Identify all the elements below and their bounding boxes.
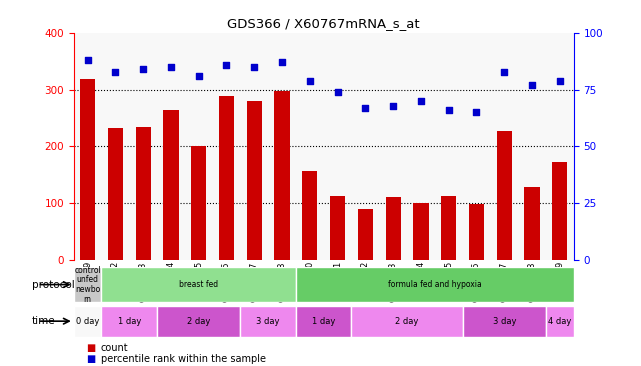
Text: 3 day: 3 day (492, 317, 516, 326)
Bar (358, 209, 373, 260)
Bar (135, 127, 151, 260)
Bar (108, 128, 123, 260)
Text: formula fed and hypoxia: formula fed and hypoxia (388, 280, 481, 289)
Point (194, 73, 204, 79)
Bar (74, 306, 101, 337)
Text: control
unfed
newbo
rn: control unfed newbo rn (74, 265, 101, 304)
Bar (552, 162, 567, 260)
Bar (240, 306, 296, 337)
Bar (219, 97, 234, 260)
Text: 0 day: 0 day (76, 317, 99, 326)
Bar (191, 146, 206, 260)
Text: ■: ■ (87, 343, 96, 354)
Bar (463, 306, 546, 337)
Point (83, 57, 93, 63)
Bar (247, 101, 262, 260)
Point (471, 109, 481, 115)
Text: 1 day: 1 day (117, 317, 141, 326)
Text: count: count (101, 343, 128, 354)
Title: GDS366 / X60767mRNA_s_at: GDS366 / X60767mRNA_s_at (228, 17, 420, 30)
Bar (274, 91, 290, 260)
Point (333, 89, 343, 95)
Point (444, 107, 454, 113)
Text: 3 day: 3 day (256, 317, 280, 326)
Point (221, 62, 231, 68)
Bar (296, 267, 574, 302)
Bar (330, 196, 345, 260)
Bar (302, 171, 317, 260)
Point (277, 60, 287, 66)
Text: percentile rank within the sample: percentile rank within the sample (101, 354, 265, 365)
Bar (546, 306, 574, 337)
Point (554, 78, 565, 83)
Bar (351, 306, 463, 337)
Point (527, 82, 537, 88)
Text: 4 day: 4 day (548, 317, 572, 326)
Text: 1 day: 1 day (312, 317, 335, 326)
Text: ■: ■ (87, 354, 96, 365)
Bar (385, 198, 401, 260)
Point (499, 68, 510, 74)
Text: time: time (32, 316, 56, 326)
Text: breast fed: breast fed (179, 280, 219, 289)
Bar (157, 306, 240, 337)
Text: 2 day: 2 day (395, 317, 419, 326)
Point (360, 105, 370, 111)
Bar (101, 267, 296, 302)
Bar (413, 202, 429, 260)
Bar (524, 187, 540, 260)
Bar (80, 79, 96, 260)
Bar (296, 306, 351, 337)
Point (110, 68, 121, 74)
Point (304, 78, 315, 83)
Bar (441, 196, 456, 260)
Bar (469, 204, 484, 260)
Point (166, 64, 176, 70)
Point (249, 64, 260, 70)
Bar (74, 267, 101, 302)
Point (416, 98, 426, 104)
Point (388, 102, 398, 108)
Text: 2 day: 2 day (187, 317, 210, 326)
Text: protocol: protocol (32, 280, 75, 290)
Bar (101, 306, 157, 337)
Bar (163, 109, 179, 260)
Bar (497, 131, 512, 260)
Point (138, 66, 148, 72)
